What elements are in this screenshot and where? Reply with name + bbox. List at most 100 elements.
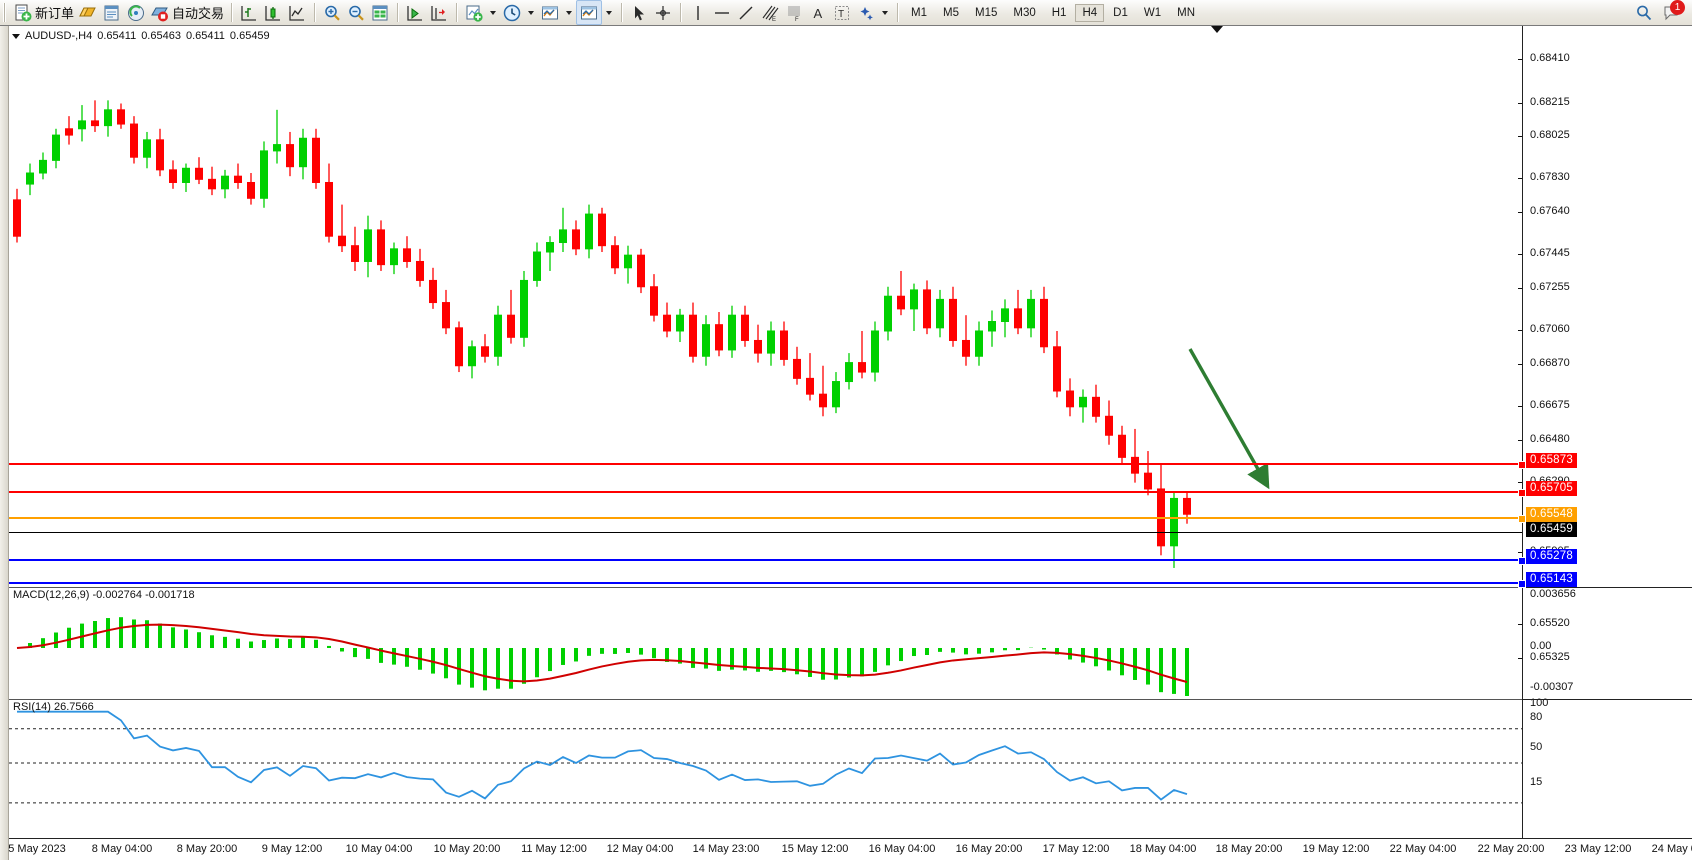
horizontal-line-button[interactable] <box>710 1 734 24</box>
timeframe-h1[interactable]: H1 <box>1051 6 1067 19</box>
level-handle[interactable] <box>1518 461 1526 469</box>
templates-dropdown-caret-icon[interactable] <box>566 10 573 15</box>
bar-chart-button[interactable] <box>237 1 261 24</box>
candle-body <box>806 377 814 395</box>
text-button[interactable]: A <box>806 1 830 24</box>
indicator-dropdown-caret-icon[interactable] <box>490 10 497 15</box>
price-level-tag[interactable]: 0.65548 <box>1526 507 1577 522</box>
level-line-resistance-2[interactable] <box>9 489 1526 497</box>
chart-shift-marker-icon[interactable] <box>1211 26 1223 33</box>
time-axis[interactable]: 5 May 2023 8 May 04:00 8 May 20:00 9 May 12… <box>8 838 1692 861</box>
candlestick-chart-button[interactable] <box>261 1 285 24</box>
level-line-resistance-1[interactable] <box>9 461 1526 469</box>
price-axis-tick: 0.67640 <box>1518 205 1570 217</box>
time-axis-tick: 24 May 04:00 <box>1651 843 1692 855</box>
price-level-tag[interactable]: 0.65278 <box>1526 549 1577 564</box>
timeframe-m1[interactable]: M1 <box>911 6 928 19</box>
candle-body <box>325 181 333 237</box>
arrows-button[interactable] <box>854 1 878 24</box>
candle-body <box>793 358 801 379</box>
candle-body <box>117 109 125 125</box>
rsi-series <box>9 710 1522 804</box>
add-indicator-button[interactable] <box>462 1 486 24</box>
cursor-button[interactable] <box>627 1 651 24</box>
candle-body <box>1144 472 1152 490</box>
candle-body <box>702 324 710 357</box>
new-order-button[interactable]: 新订单 <box>11 1 76 24</box>
tile-windows-button[interactable] <box>368 1 392 24</box>
price-plot-area[interactable] <box>9 26 1522 860</box>
candle-body <box>975 330 983 357</box>
equidistant-channel-button[interactable]: E <box>758 1 782 24</box>
candle-body <box>1040 298 1048 348</box>
candle-body <box>520 279 528 338</box>
timeframe-w1[interactable]: W1 <box>1143 6 1162 19</box>
time-axis-tick: 16 May 04:00 <box>868 843 936 855</box>
price-axis[interactable]: 0.68410 0.68215 0.68025 0.67830 0.67640 0.674… <box>1518 26 1692 860</box>
fibonacci-button[interactable]: F <box>782 1 806 24</box>
timeframe-m15[interactable]: M15 <box>975 6 998 19</box>
time-axis-tick: 23 May 12:00 <box>1564 843 1632 855</box>
candle-body <box>572 229 580 250</box>
level-line-support-1[interactable] <box>9 557 1526 565</box>
crosshair-button[interactable] <box>651 1 675 24</box>
timeframe-mn[interactable]: MN <box>1177 6 1195 19</box>
zoom-in-button[interactable] <box>320 1 344 24</box>
zoom-out-button[interactable] <box>344 1 368 24</box>
arrows-dropdown-caret-icon[interactable] <box>882 10 889 15</box>
trendline-icon <box>739 6 753 19</box>
ohlc-open: 0.65411 <box>97 30 137 42</box>
timeframe-h4[interactable]: H4 <box>1075 3 1105 22</box>
chart-menu-caret-icon[interactable] <box>12 33 20 39</box>
auto-scroll-button[interactable] <box>427 1 451 24</box>
candle-body <box>767 330 775 354</box>
price-level-tag[interactable]: 0.65143 <box>1526 572 1577 587</box>
toolbar-grip[interactable] <box>3 3 6 22</box>
level-handle[interactable] <box>1518 557 1526 565</box>
notifications-button[interactable]: 1 <box>1660 0 1685 24</box>
period-dropdown-caret-icon[interactable] <box>528 10 535 15</box>
candle-body <box>741 314 749 341</box>
candle-body <box>377 229 385 266</box>
level-handle[interactable] <box>1518 489 1526 497</box>
text-label-button[interactable]: T <box>830 1 854 24</box>
cursor-arrow-icon <box>635 5 645 20</box>
line-chart-button[interactable] <box>285 1 309 24</box>
templates-active-button[interactable] <box>576 0 603 25</box>
period-button[interactable] <box>500 1 524 24</box>
level-handle[interactable] <box>1518 580 1526 588</box>
autotrading-button[interactable]: 自动交易 <box>148 1 226 24</box>
candle-body <box>130 123 138 158</box>
rsi-axis-divider <box>1522 699 1692 700</box>
search-button[interactable] <box>1632 1 1656 24</box>
vertical-line-button[interactable] <box>686 1 710 24</box>
candle-body <box>1131 456 1139 474</box>
price-level-tag[interactable]: 0.65705 <box>1526 481 1577 496</box>
level-line-entry[interactable] <box>9 515 1526 523</box>
shift-start-button[interactable] <box>403 1 427 24</box>
price-level-tag[interactable]: 0.65873 <box>1526 453 1577 468</box>
level-handle[interactable] <box>1518 515 1526 523</box>
terminal-button[interactable] <box>100 1 124 24</box>
market-watch-button[interactable] <box>124 1 148 24</box>
candle-body <box>286 144 294 168</box>
candle-body <box>234 175 242 183</box>
trendline-button[interactable] <box>734 1 758 24</box>
charts-list-button[interactable] <box>76 1 100 24</box>
time-axis-tick: 10 May 20:00 <box>433 843 501 855</box>
candlestick-series <box>13 100 1191 568</box>
candle-body <box>143 139 151 158</box>
candle-body <box>1079 396 1087 408</box>
rsi-axis-tick: 50 <box>1530 741 1543 753</box>
terminal-window-icon <box>104 5 119 20</box>
templates-button[interactable] <box>538 1 562 24</box>
candle-body <box>468 346 476 367</box>
search-icon <box>1637 5 1652 20</box>
timeframe-m5[interactable]: M5 <box>943 6 959 19</box>
toolbar-separator-5 <box>621 3 623 22</box>
level-line-support-2[interactable] <box>9 580 1526 588</box>
timeframe-m30[interactable]: M30 <box>1013 6 1036 19</box>
timeframe-d1[interactable]: D1 <box>1113 6 1128 19</box>
chart-shift-icon <box>407 5 423 21</box>
templates-active-caret-icon[interactable] <box>606 10 613 15</box>
